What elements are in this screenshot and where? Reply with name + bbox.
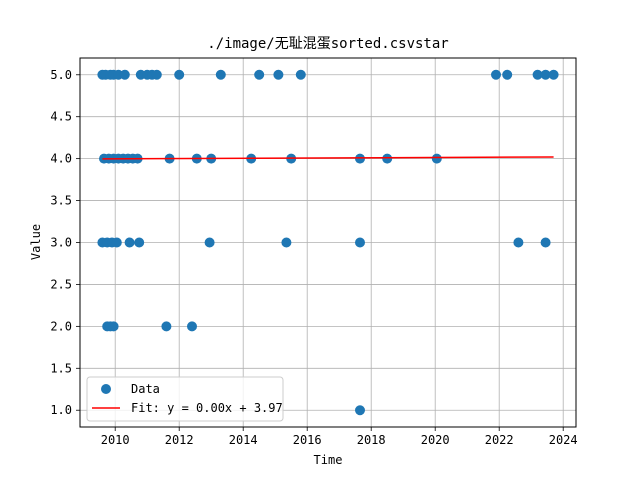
x-tick-label: 2012 bbox=[165, 433, 194, 447]
data-point bbox=[431, 153, 442, 164]
grid bbox=[80, 58, 576, 427]
data-point bbox=[281, 237, 292, 248]
data-point bbox=[174, 69, 185, 80]
data-point bbox=[513, 237, 524, 248]
data-point bbox=[254, 69, 265, 80]
data-point bbox=[540, 237, 551, 248]
data-point bbox=[355, 237, 365, 248]
legend: Data Fit: y = 0.00x + 3.97 bbox=[86, 376, 284, 422]
legend-label-data: Data bbox=[131, 382, 160, 396]
data-point bbox=[161, 321, 172, 332]
data-point bbox=[215, 69, 226, 80]
x-tick-label: 2022 bbox=[485, 433, 514, 447]
data-point bbox=[111, 237, 122, 248]
x-axis-label: Time bbox=[314, 453, 343, 467]
y-tick-label: 3.0 bbox=[50, 236, 72, 250]
y-tick-label: 5.0 bbox=[50, 68, 72, 82]
data-point bbox=[273, 69, 284, 80]
x-tick-label: 2020 bbox=[421, 433, 450, 447]
y-tick-label: 2.5 bbox=[50, 277, 72, 291]
x-tick-label: 2018 bbox=[357, 433, 386, 447]
data-point bbox=[134, 237, 145, 248]
data-point bbox=[295, 69, 306, 80]
fit-line bbox=[102, 156, 554, 160]
y-tick-label: 3.5 bbox=[50, 194, 72, 208]
y-tick-label: 4.5 bbox=[50, 110, 72, 124]
data-point bbox=[540, 69, 551, 80]
data-point bbox=[548, 69, 559, 80]
y-tick-label: 1.0 bbox=[50, 403, 72, 417]
data-point bbox=[355, 153, 365, 164]
y-axis-label: Value bbox=[29, 224, 43, 260]
data-point bbox=[151, 69, 162, 80]
legend-label-fit: Fit: y = 0.00x + 3.97 bbox=[131, 401, 283, 415]
data-point bbox=[124, 237, 135, 248]
data-point bbox=[502, 69, 513, 80]
x-tick-label: 2024 bbox=[549, 433, 578, 447]
data-point bbox=[108, 321, 119, 332]
y-tick-label: 2.0 bbox=[50, 319, 72, 333]
data-point bbox=[491, 69, 501, 80]
legend-marker-data bbox=[101, 384, 111, 394]
data-point bbox=[532, 69, 543, 80]
data-point bbox=[382, 153, 393, 164]
y-tick-label: 4.0 bbox=[50, 152, 72, 166]
x-tick-label: 2016 bbox=[293, 433, 322, 447]
x-tick-label: 2014 bbox=[229, 433, 258, 447]
chart-title: ./image/无耻混蛋sorted.csvstar bbox=[207, 36, 448, 52]
data-point bbox=[204, 237, 215, 248]
data-point bbox=[119, 69, 130, 80]
y-tick-label: 1.5 bbox=[50, 361, 72, 375]
marks bbox=[97, 69, 559, 416]
x-tick-label: 2010 bbox=[101, 433, 130, 447]
data-point bbox=[355, 405, 365, 416]
legend-box bbox=[86, 376, 284, 422]
data-point bbox=[187, 321, 197, 332]
ticks: 2010 2012 2014 2016 2018 2020 2022 2024 1.0 1.5 2.… bbox=[50, 68, 577, 447]
